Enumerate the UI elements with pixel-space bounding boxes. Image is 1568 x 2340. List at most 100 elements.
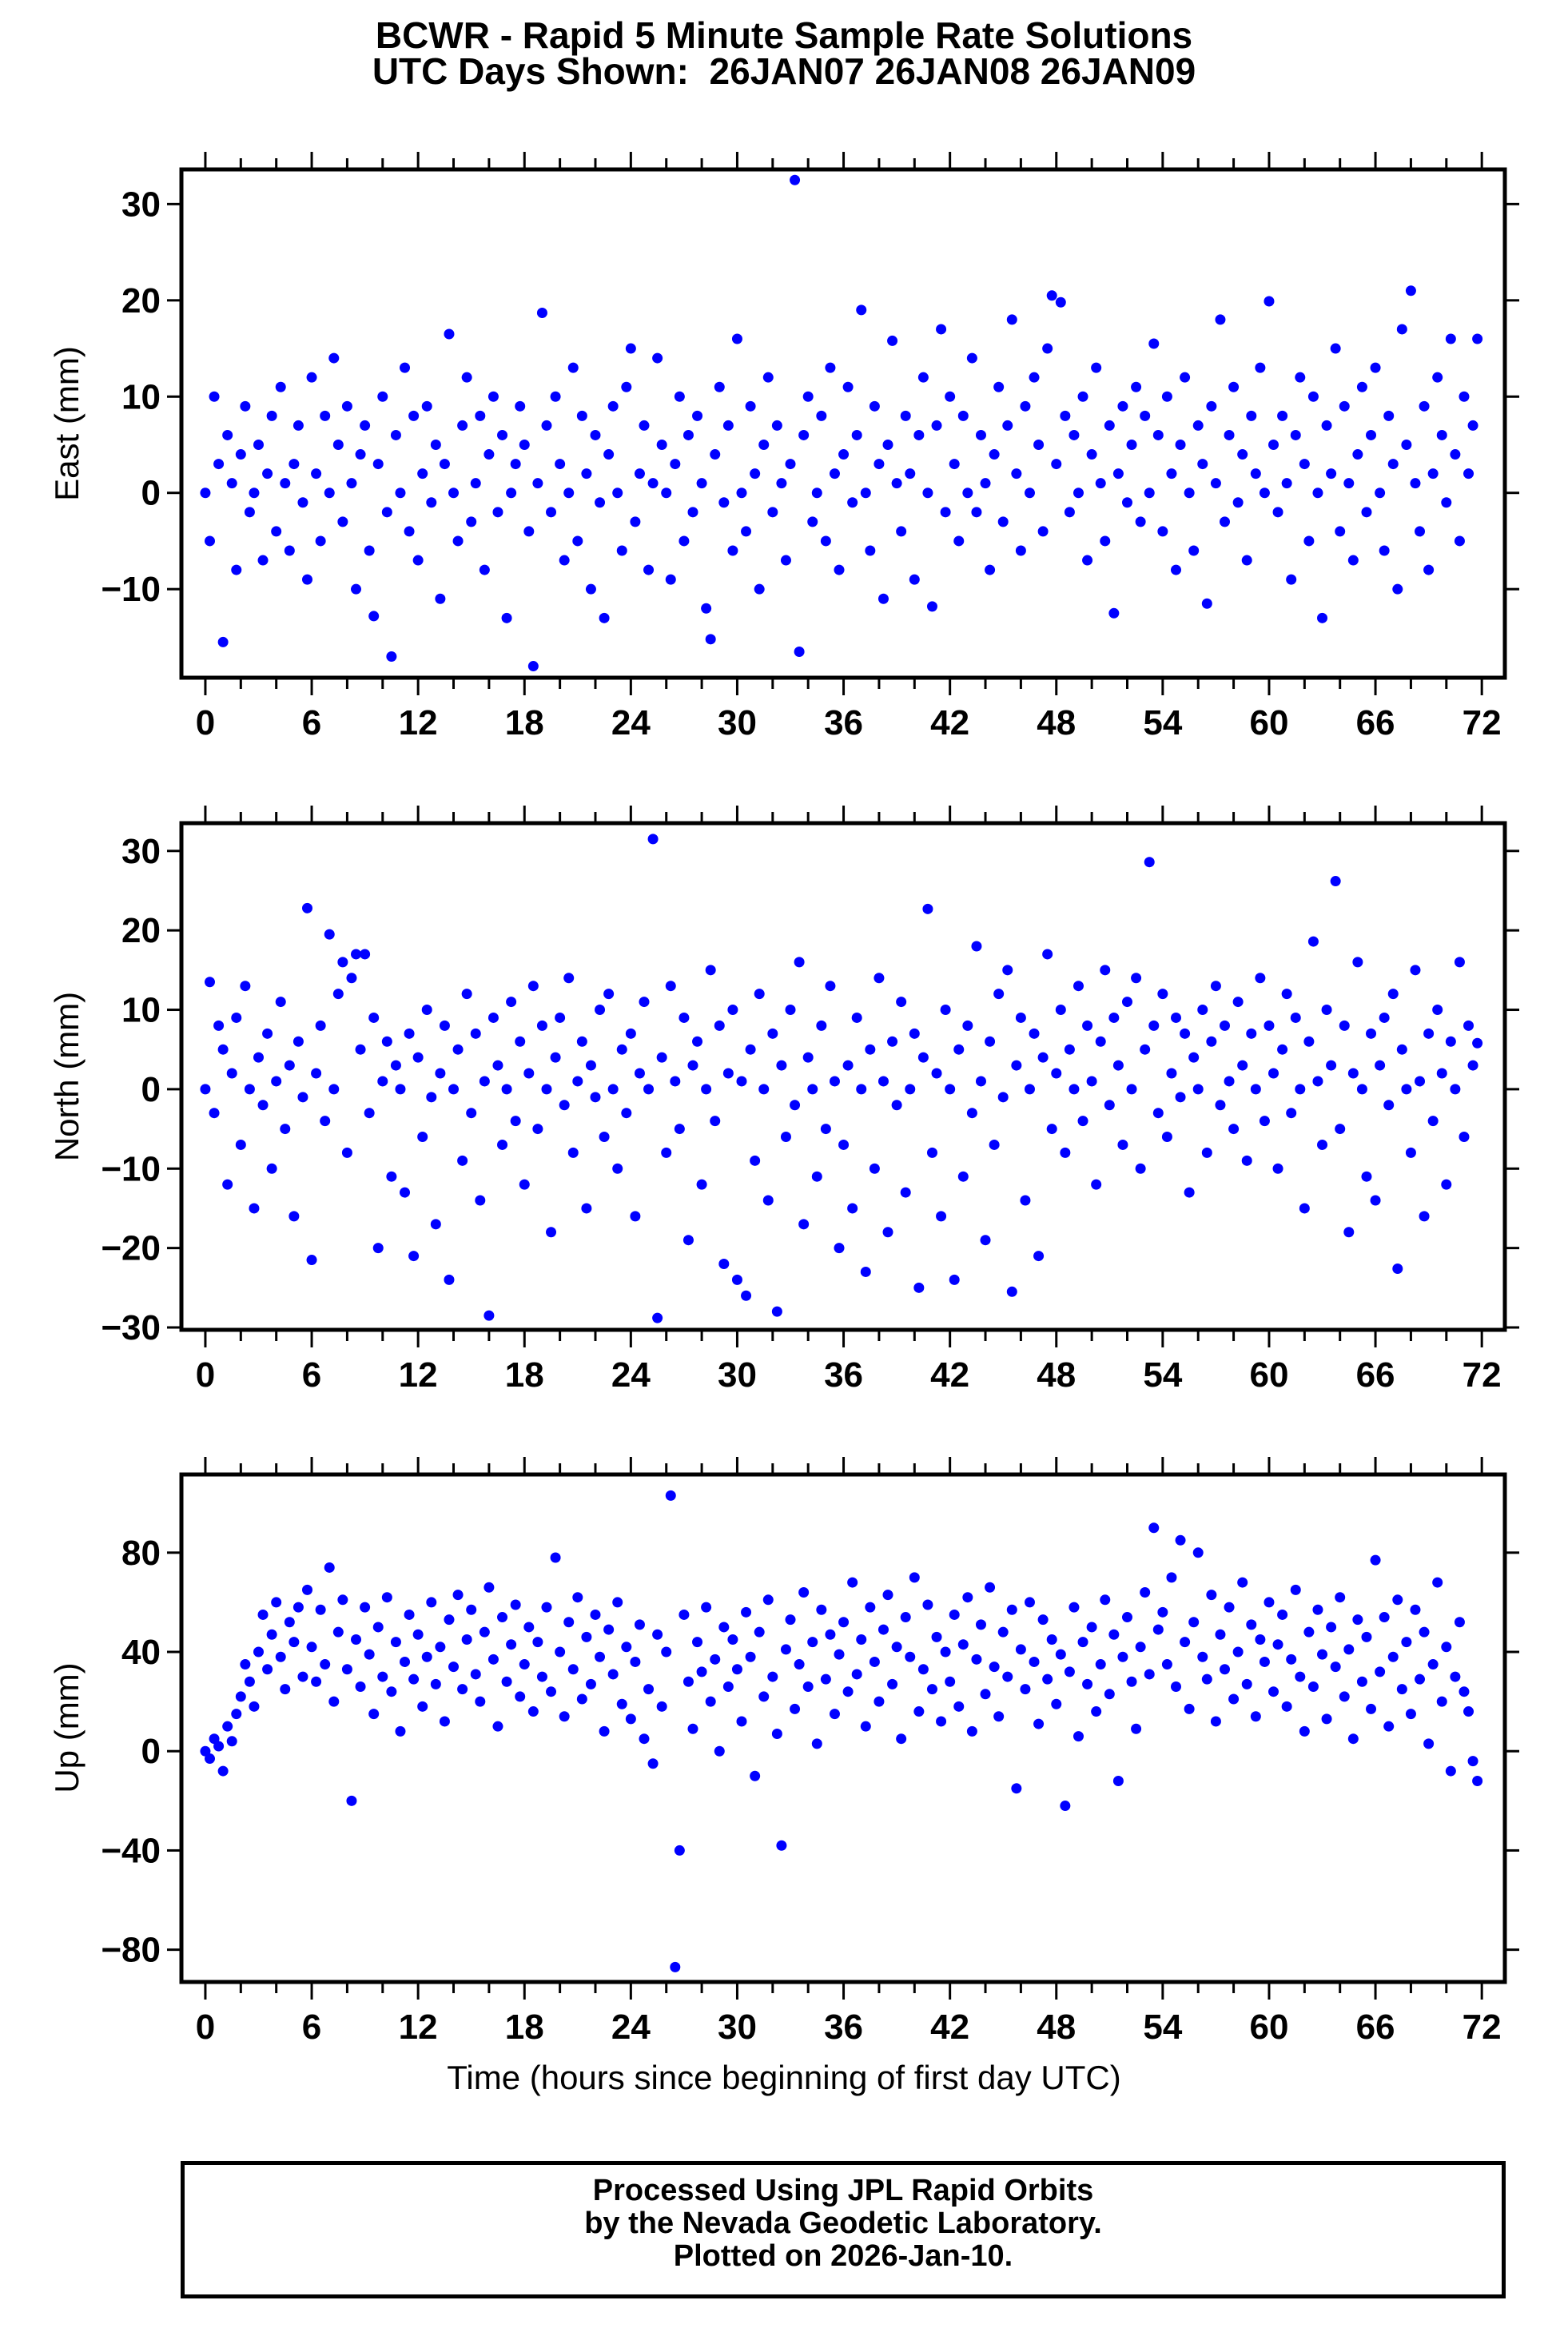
data-point — [878, 593, 889, 604]
data-point — [1352, 957, 1363, 968]
data-point — [395, 1084, 406, 1095]
x-tick-label: 48 — [1037, 703, 1076, 742]
data-point — [905, 468, 916, 480]
data-point — [271, 526, 282, 537]
data-point — [882, 1590, 893, 1601]
up-x-ticks — [204, 1457, 1483, 2000]
data-point — [1069, 1084, 1080, 1095]
data-point — [936, 324, 947, 335]
data-point — [652, 1312, 663, 1323]
data-point — [966, 352, 977, 364]
data-point — [727, 1005, 738, 1016]
data-point — [1303, 1626, 1315, 1638]
data-point — [599, 612, 610, 623]
data-point — [926, 601, 937, 612]
data-point — [408, 1251, 420, 1262]
data-point — [293, 1036, 304, 1047]
data-point — [1436, 1696, 1447, 1707]
data-point — [559, 1100, 570, 1111]
data-point — [1188, 1617, 1200, 1628]
data-point — [1011, 1783, 1022, 1794]
data-point — [1197, 459, 1208, 470]
data-point — [1264, 1597, 1275, 1608]
data-point — [346, 478, 357, 489]
data-point — [1427, 1659, 1439, 1670]
data-point — [1445, 333, 1456, 344]
data-point — [794, 1659, 805, 1670]
data-point — [1356, 1676, 1367, 1687]
data-point — [581, 468, 592, 480]
data-point — [293, 1602, 304, 1613]
data-point — [563, 973, 575, 984]
data-point — [492, 1060, 503, 1071]
y-tick-label: 0 — [141, 474, 161, 513]
data-point — [926, 1684, 937, 1695]
data-point — [1432, 1005, 1443, 1016]
data-point — [1015, 545, 1026, 556]
data-point — [595, 497, 606, 508]
data-point — [1077, 1116, 1088, 1127]
data-point — [1232, 497, 1244, 508]
data-point — [997, 516, 1009, 527]
up-x-tick-labels: 0 6 12 18 24 30 36 42 48 54 60 66 72 — [196, 2008, 1502, 2047]
data-point — [1117, 1139, 1128, 1150]
data-point — [731, 1664, 742, 1675]
data-point — [1375, 1060, 1386, 1071]
data-point — [705, 965, 716, 976]
data-point — [612, 1163, 623, 1174]
data-point — [506, 997, 517, 1008]
data-point — [1046, 1634, 1057, 1645]
data-point — [891, 1100, 902, 1111]
data-point — [754, 989, 765, 1000]
data-point — [741, 1290, 752, 1301]
data-point — [567, 1664, 579, 1675]
data-point — [802, 1052, 814, 1063]
data-point — [346, 973, 357, 984]
data-point — [975, 1619, 986, 1630]
data-point — [1383, 410, 1395, 421]
data-point — [1095, 1036, 1106, 1047]
data-point — [798, 429, 810, 440]
data-point — [1224, 1602, 1235, 1613]
data-point — [226, 1068, 237, 1079]
data-point — [727, 1634, 738, 1645]
data-point — [882, 440, 893, 450]
data-point — [993, 1711, 1005, 1722]
data-point — [993, 381, 1005, 392]
data-point — [1375, 488, 1386, 499]
data-point — [1037, 526, 1049, 537]
data-point — [1073, 1731, 1084, 1742]
x-tick-label: 12 — [399, 703, 438, 742]
data-point — [1237, 449, 1248, 460]
data-point — [1290, 1584, 1301, 1595]
data-point — [1060, 1801, 1071, 1812]
data-point — [1020, 1195, 1031, 1206]
data-point — [1091, 1706, 1102, 1717]
data-point — [607, 400, 619, 412]
data-point — [200, 1084, 211, 1095]
data-point — [603, 989, 615, 1000]
data-point — [217, 1765, 229, 1777]
data-point — [581, 1203, 592, 1214]
data-point — [643, 564, 655, 575]
data-point — [1463, 1706, 1474, 1717]
data-point — [421, 1651, 432, 1662]
data-point — [989, 1139, 1000, 1150]
data-point — [1436, 1068, 1447, 1079]
data-point — [1303, 535, 1315, 547]
x-tick-label: 0 — [196, 2008, 215, 2047]
data-point — [435, 1642, 446, 1653]
data-point — [945, 1676, 956, 1687]
data-point — [341, 1664, 352, 1675]
data-point — [896, 526, 907, 537]
data-point — [794, 957, 805, 968]
data-point — [625, 1713, 636, 1725]
data-point — [444, 1614, 455, 1626]
data-point — [426, 497, 437, 508]
data-point — [750, 1155, 761, 1166]
data-point — [652, 352, 663, 364]
data-point — [1419, 1626, 1430, 1638]
data-point — [1379, 545, 1390, 556]
data-point — [497, 1612, 508, 1623]
